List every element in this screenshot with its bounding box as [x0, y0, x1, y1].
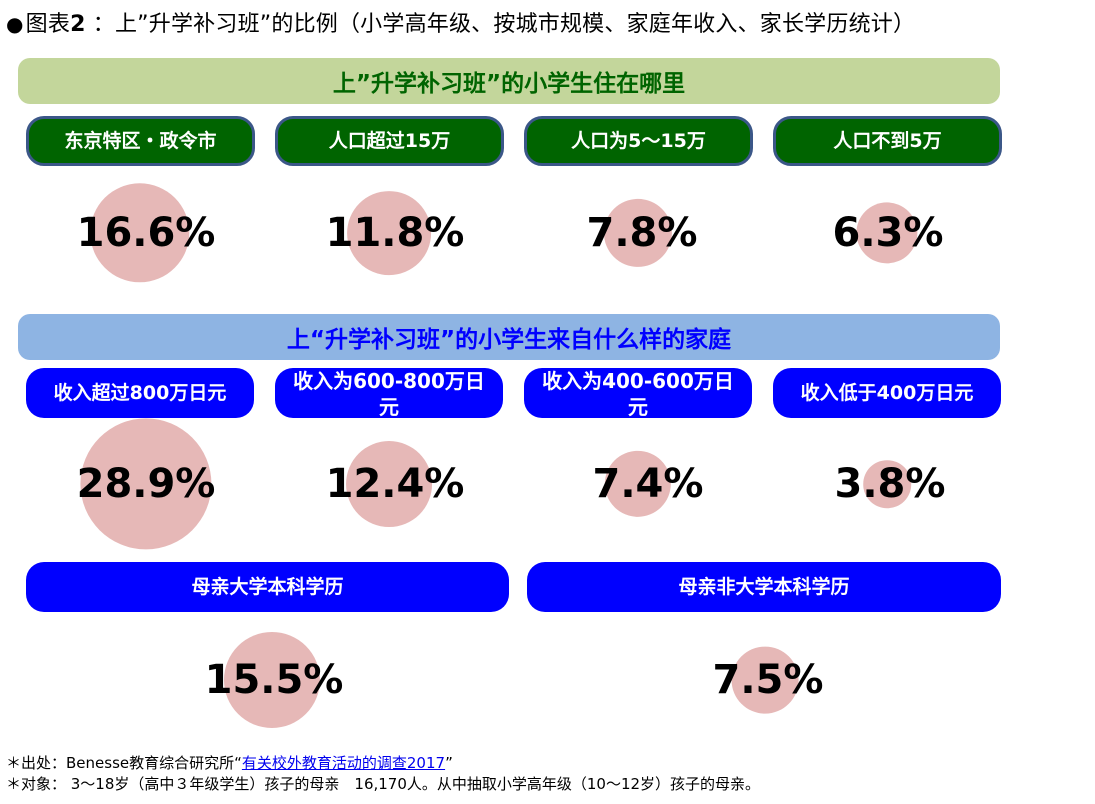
value-label: 7.8%	[586, 210, 698, 256]
category-pill: 东京特区・政令市	[26, 116, 255, 166]
category-pill: 母亲非大学本科学历	[527, 562, 1001, 612]
value-bubble	[603, 198, 673, 268]
title-prefix: 图表	[25, 12, 71, 37]
category-pill: 人口为5～15万	[524, 116, 753, 166]
category-pill: 人口超过15万	[275, 116, 504, 166]
category-pill: 收入低于400万日元	[773, 368, 1001, 418]
category-pill: 收入超过800万日元	[26, 368, 254, 418]
value-bubble	[856, 202, 918, 264]
value-label: 3.8%	[834, 461, 946, 507]
section-header-family: 上“升学补习班”的小学生来自什么样的家庭	[18, 314, 1000, 360]
value-label: 7.5%	[712, 657, 824, 703]
value-bubble	[223, 631, 321, 729]
source-link[interactable]: 有关校外教育活动的调查2017	[241, 754, 446, 772]
value-label: 16.6%	[76, 210, 216, 256]
value-bubble	[346, 441, 432, 527]
source-suffix: ”	[445, 754, 453, 772]
value-bubble	[863, 460, 911, 508]
category-pill: 母亲大学本科学历	[26, 562, 509, 612]
value-bubble	[731, 646, 799, 714]
source-prefix: ＊出处：Benesse教育综合研究所“	[6, 754, 242, 772]
value-label: 28.9%	[76, 461, 216, 507]
subject-footnote: ＊对象： 3～18岁（高中３年级学生）孩子的母亲 16,170人。从中抽取小学高…	[6, 775, 761, 793]
section-header-location: 上”升学补习班”的小学生住在哪里	[18, 58, 1000, 104]
title-text: ：上”升学补习班”的比例（小学高年级、按城市规模、家庭年收入、家长学历统计）	[85, 12, 916, 37]
value-bubble	[604, 450, 672, 518]
value-label: 7.4%	[592, 461, 704, 507]
value-bubble	[347, 191, 431, 275]
source-footnote: ＊出处：Benesse教育综合研究所“有关校外教育活动的调查2017”	[6, 752, 453, 773]
category-pill: 收入为600-800万日元	[275, 368, 503, 419]
value-bubble	[90, 183, 190, 283]
value-label: 6.3%	[832, 210, 944, 256]
category-pill: 收入为400-600万日元	[524, 368, 752, 419]
value-label: 11.8%	[325, 210, 465, 256]
value-label: 15.5%	[204, 657, 344, 703]
value-bubble	[80, 418, 212, 550]
value-label: 12.4%	[325, 461, 465, 507]
bullet-icon: ●	[6, 12, 24, 36]
chart-title: ●图表2 ：上”升学补习班”的比例（小学高年级、按城市规模、家庭年收入、家长学历…	[6, 6, 915, 38]
category-pill: 人口不到5万	[773, 116, 1002, 166]
title-number: 2	[70, 12, 86, 37]
